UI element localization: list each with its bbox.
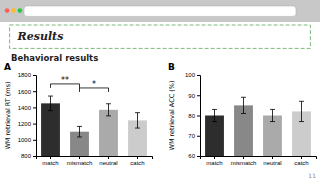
- tick: catch: [130, 156, 144, 166]
- y-axis-label: WM retrieval ACC (%): [168, 80, 176, 150]
- tick: match: [42, 156, 58, 166]
- tick: 1400: [18, 105, 36, 111]
- y-axis: 60 70 80 90 100: [185, 72, 201, 159]
- tick-mark: [33, 140, 36, 141]
- tick: 100: [185, 72, 200, 78]
- tick: 70: [188, 133, 200, 139]
- significance-label: *: [92, 80, 96, 89]
- axis-line: [197, 76, 201, 157]
- tick-mark: [33, 75, 36, 76]
- tick-mark: [33, 91, 36, 92]
- tick: 60: [188, 153, 200, 159]
- error-bar: [48, 96, 53, 111]
- tick: 1200: [18, 121, 36, 127]
- tick-mark: [243, 156, 244, 159]
- tick-label: catch: [294, 160, 308, 166]
- tick-mark: [33, 107, 36, 108]
- tick: catch: [294, 156, 308, 166]
- tick-label: match: [206, 160, 222, 166]
- page-number: 11: [308, 172, 316, 179]
- window-button: [11, 8, 16, 13]
- panel-label: B: [168, 62, 175, 72]
- tick-label: 60: [188, 153, 195, 159]
- tick-mark: [197, 75, 200, 76]
- tick-mark: [214, 156, 215, 159]
- x-axis: match mismatch neutral catch: [201, 156, 317, 166]
- error-bar: [77, 126, 82, 137]
- page: Results Behavioral results 11 800 1000 1200 14…: [0, 0, 320, 180]
- axis-line: [37, 157, 153, 160]
- axis-line: [201, 157, 317, 160]
- tick-label: 1600: [18, 89, 32, 95]
- tick-label: mismatch: [67, 160, 93, 166]
- bar: [99, 110, 118, 156]
- tick-label: 1200: [18, 121, 32, 127]
- panel: 60 70 80 90 100 match mismatch neutral catch WM r…: [168, 62, 317, 180]
- results-box: [10, 25, 311, 48]
- tick: 80: [188, 113, 200, 119]
- tick-label: catch: [130, 160, 144, 166]
- error-bar: [135, 113, 140, 128]
- tick-label: 1800: [18, 72, 32, 78]
- tick: neutral: [263, 156, 281, 166]
- plot-area: [41, 96, 147, 156]
- annotations: ***: [51, 76, 109, 92]
- tick: mismatch: [67, 156, 93, 166]
- tick-mark: [301, 156, 302, 159]
- panel: 800 1000 1200 1400 1600 1800 match mismatch neut…: [4, 62, 153, 180]
- tick-mark: [272, 156, 273, 159]
- tick: 90: [188, 93, 200, 99]
- tick-label: 800: [21, 153, 32, 159]
- tick-mark: [197, 156, 200, 157]
- tick-label: mismatch: [231, 160, 257, 166]
- tick: neutral: [99, 156, 117, 166]
- browser-bar: [0, 0, 320, 22]
- tick-label: 1000: [18, 137, 32, 143]
- error-bar: [212, 109, 217, 121]
- tick: 800: [21, 153, 36, 159]
- tick: 1600: [18, 89, 36, 95]
- tick: mismatch: [231, 156, 257, 166]
- subtitle: Behavioral results: [11, 53, 98, 63]
- window-button: [18, 8, 23, 13]
- window-button: [5, 8, 10, 13]
- panel-label: A: [4, 62, 11, 72]
- tick-mark: [197, 136, 200, 137]
- bar: [41, 103, 60, 156]
- tick-mark: [197, 116, 200, 117]
- y-axis-label: WM retrieval RT (ms): [4, 81, 12, 149]
- tick-mark: [50, 156, 51, 159]
- tick: 1000: [18, 137, 36, 143]
- tick: 1800: [18, 72, 36, 78]
- error-bar: [106, 104, 111, 116]
- error-bar: [299, 101, 304, 121]
- tick: match: [206, 156, 222, 166]
- tick-label: 70: [188, 133, 195, 139]
- tick-label: match: [42, 160, 58, 166]
- tick-label: 1400: [18, 105, 32, 111]
- address-bar: [24, 6, 296, 16]
- plot-area: [205, 97, 311, 156]
- tick-mark: [33, 156, 36, 157]
- tick-label: 80: [188, 113, 195, 119]
- tick-label: neutral: [263, 160, 281, 166]
- error-bar: [241, 97, 246, 113]
- error-bar: [270, 109, 275, 121]
- tick-label: 90: [188, 93, 195, 99]
- tick-label: 100: [185, 72, 196, 78]
- title: Results: [17, 30, 64, 43]
- tick-mark: [33, 124, 36, 125]
- tick-label: neutral: [99, 160, 117, 166]
- y-axis: 800 1000 1200 1400 1600 1800: [18, 72, 37, 159]
- tick-mark: [79, 156, 80, 159]
- significance-label: **: [61, 76, 69, 85]
- tick-mark: [108, 156, 109, 159]
- tick-mark: [197, 95, 200, 96]
- axis-line: [33, 76, 37, 157]
- x-axis: match mismatch neutral catch: [37, 156, 153, 166]
- tick-mark: [137, 156, 138, 159]
